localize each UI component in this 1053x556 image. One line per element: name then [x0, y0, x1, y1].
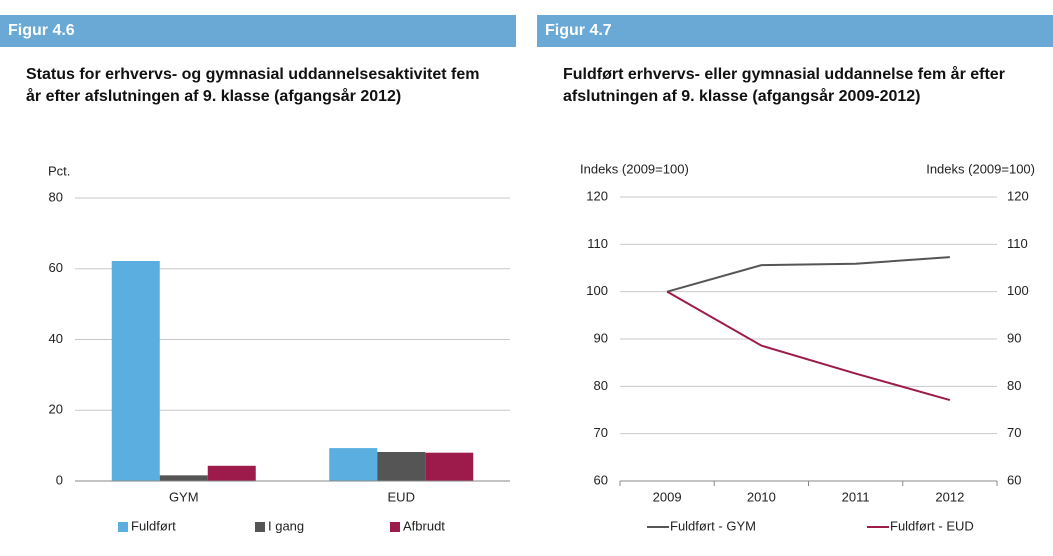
y-tick-label: 60	[49, 260, 63, 275]
y-tick-label: 120	[586, 188, 608, 203]
y-tick-label: 90	[594, 330, 608, 345]
x-tick-label: GYM	[169, 489, 199, 504]
legend-swatch	[255, 522, 265, 532]
x-tick-label: 2010	[747, 489, 776, 504]
y-tick-label: 80	[594, 378, 608, 393]
bar	[425, 452, 474, 481]
bar	[207, 465, 256, 481]
y-axis-label: Indeks (2009=100)	[580, 161, 689, 176]
x-tick-label: EUD	[388, 489, 415, 504]
y-tick-label: 20	[49, 402, 63, 417]
legend-label: Fuldført - GYM	[670, 518, 756, 533]
y2-tick-label: 100	[1007, 283, 1029, 298]
chart-title: Fuldført erhvervs- eller gymnasial uddan…	[563, 66, 1005, 105]
chart-title: Status for erhvervs- og gymnasial uddann…	[26, 66, 480, 105]
y2-tick-label: 60	[1007, 472, 1021, 487]
y2-tick-label: 80	[1007, 378, 1021, 393]
y2-tick-label: 90	[1007, 330, 1021, 345]
y-tick-label: 100	[586, 283, 608, 298]
legend-label: Fuldført - EUD	[890, 518, 974, 533]
y2-axis-label: Indeks (2009=100)	[926, 161, 1035, 176]
x-tick-label: 2011	[842, 489, 870, 504]
figure-label: Figur 4.6	[0, 15, 516, 47]
bar	[159, 475, 208, 481]
y-tick-label: 40	[49, 331, 63, 346]
y-tick-label: 110	[587, 236, 608, 251]
line	[666, 290, 951, 402]
bar	[111, 260, 160, 481]
bar	[377, 451, 426, 481]
y-axis-label: Pct.	[48, 163, 70, 178]
y-tick-label: 60	[594, 472, 608, 487]
legend-label: Afbrudt	[403, 518, 445, 533]
figure-label: Figur 4.7	[537, 15, 1053, 47]
bar	[329, 448, 378, 481]
legend-label: I gang	[268, 518, 304, 533]
y2-tick-label: 110	[1007, 236, 1028, 251]
y2-tick-label: 120	[1007, 188, 1029, 203]
y2-tick-label: 70	[1007, 425, 1021, 440]
legend-label: Fuldført	[131, 518, 176, 533]
legend-swatch	[390, 522, 400, 532]
y-tick-label: 70	[594, 425, 608, 440]
y-tick-label: 0	[56, 472, 63, 487]
x-tick-label: 2009	[653, 489, 682, 504]
line	[666, 256, 950, 293]
legend-swatch	[118, 522, 128, 532]
y-tick-label: 80	[49, 189, 63, 204]
x-tick-label: 2012	[935, 489, 964, 504]
